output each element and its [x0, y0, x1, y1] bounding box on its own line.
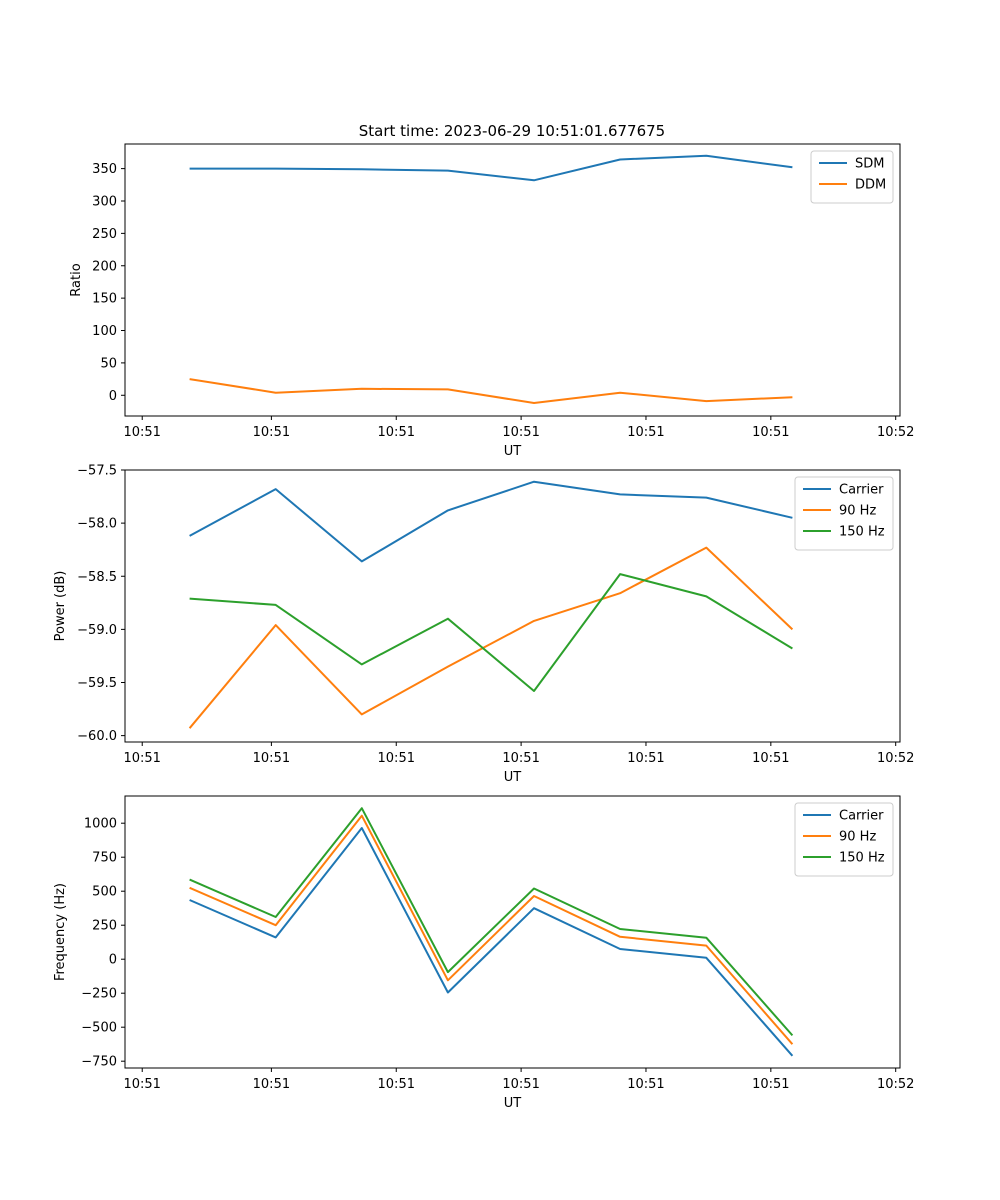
legend-label: 150 Hz	[839, 851, 885, 866]
x-tick-label: 10:51	[502, 751, 539, 766]
x-axis-label: UT	[504, 770, 522, 785]
x-tick-label: 10:52	[877, 1077, 914, 1092]
y-tick-label: −60.0	[77, 729, 117, 744]
x-tick-label: 10:52	[877, 425, 914, 440]
legend-label: 90 Hz	[839, 830, 876, 845]
y-tick-label: 200	[92, 259, 117, 274]
axes-frame	[124, 795, 901, 1069]
y-tick-label: 0	[109, 389, 117, 404]
x-tick-label: 10:51	[253, 751, 290, 766]
x-tick-label: 10:51	[253, 425, 290, 440]
x-axis-label: UT	[504, 1096, 522, 1111]
series-line-150-hz	[189, 573, 793, 692]
y-tick-label: 250	[92, 919, 117, 934]
x-tick-label: 10:51	[253, 1077, 290, 1092]
legend-label: 90 Hz	[839, 504, 876, 519]
series-line-90-hz	[189, 814, 794, 1045]
figure-title: Start time: 2023-06-29 10:51:01.677675	[359, 122, 665, 140]
x-tick-label: 10:52	[877, 751, 914, 766]
series-line-sdm	[189, 154, 793, 182]
y-axis-label: Power (dB)	[53, 571, 68, 642]
x-tick-label: 10:51	[123, 751, 160, 766]
y-tick-label: 150	[92, 292, 117, 307]
y-tick-label: 1000	[84, 817, 117, 832]
y-tick-label: 250	[92, 227, 117, 242]
y-tick-label: 0	[109, 953, 117, 968]
x-tick-label: 10:51	[627, 751, 664, 766]
y-axis-label: Ratio	[69, 263, 84, 296]
x-tick-label: 10:51	[502, 1077, 539, 1092]
x-axis-label: UT	[504, 444, 522, 459]
y-tick-label: −59.5	[77, 676, 117, 691]
x-tick-label: 10:51	[123, 425, 160, 440]
legend: SDM DDM	[810, 150, 894, 204]
y-tick-label: −57.5	[77, 464, 117, 479]
x-tick-label: 10:51	[502, 425, 539, 440]
x-tick-label: 10:51	[123, 1077, 160, 1092]
chart-panel-3: 10:51 10:51 10:51 10:51 10:51 10:51 10:52 −750 −…	[53, 795, 914, 1111]
chart-panel-1: 10:51 10:51 10:51 10:51 10:51 10:51 10:52 0 50 10…	[69, 143, 914, 459]
y-tick-label: 350	[92, 162, 117, 177]
legend-label: DDM	[855, 178, 886, 193]
legend-label: Carrier	[839, 809, 884, 824]
y-tick-label: 300	[92, 194, 117, 209]
y-axis-label: Frequency (Hz)	[53, 883, 68, 981]
chart-panel-2: 10:51 10:51 10:51 10:51 10:51 10:51 10:52 −60.0…	[53, 464, 914, 786]
legend: Carrier 90 Hz 150 Hz	[794, 802, 894, 877]
y-tick-label: 750	[92, 851, 117, 866]
y-tick-label: −750	[81, 1055, 117, 1070]
series-line-carrier	[189, 480, 793, 563]
series-line-ddm	[189, 378, 793, 404]
y-tick-label: 50	[100, 356, 117, 371]
x-tick-label: 10:51	[752, 1077, 789, 1092]
legend: Carrier 90 Hz 150 Hz	[794, 476, 894, 551]
y-tick-label: −58.0	[77, 517, 117, 532]
x-tick-label: 10:51	[627, 1077, 664, 1092]
y-tick-label: −500	[81, 1021, 117, 1036]
y-tick-label: −58.5	[77, 570, 117, 585]
x-tick-label: 10:51	[752, 425, 789, 440]
y-tick-label: 500	[92, 885, 117, 900]
x-tick-label: 10:51	[378, 425, 415, 440]
x-tick-label: 10:51	[378, 751, 415, 766]
legend-label: 150 Hz	[839, 525, 885, 540]
x-tick-label: 10:51	[752, 751, 789, 766]
legend-label: SDM	[855, 157, 884, 172]
axes-frame	[124, 469, 901, 743]
y-tick-label: 100	[92, 324, 117, 339]
legend-label: Carrier	[839, 483, 884, 498]
axes-frame	[124, 143, 901, 417]
x-tick-label: 10:51	[627, 425, 664, 440]
x-tick-label: 10:51	[378, 1077, 415, 1092]
y-tick-label: −59.0	[77, 623, 117, 638]
series-line-90-hz	[188, 546, 794, 729]
series-line-150-hz	[189, 807, 794, 1037]
y-tick-label: −250	[81, 987, 117, 1002]
series-line-carrier	[189, 827, 794, 1057]
